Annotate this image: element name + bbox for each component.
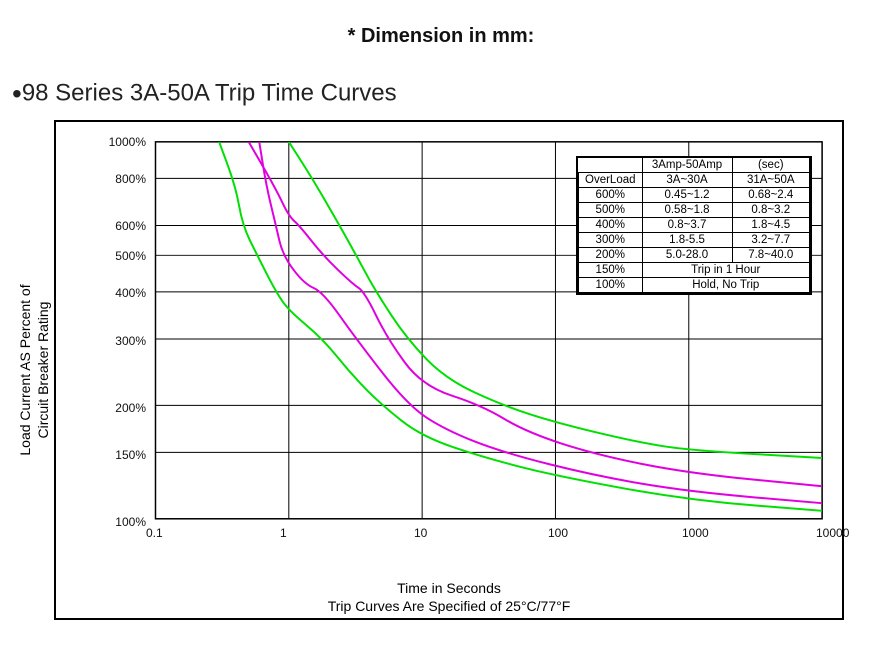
chart-footnote: Trip Curves Are Specified of 25°C/77°F <box>56 598 842 614</box>
bullet-icon: • <box>12 78 22 109</box>
legend-cell: 5.0-28.0 <box>642 248 732 263</box>
legend-cell: 3A~30A <box>642 173 732 188</box>
y-tick-label: 300% <box>115 334 146 348</box>
legend-cell: 600% <box>579 188 643 203</box>
y-tick-label: 100% <box>115 515 146 529</box>
legend-cell: 0.58~1.8 <box>642 203 732 218</box>
legend-cell: Hold, No Trip <box>642 278 809 293</box>
legend-table-inner: 3Amp-50Amp(sec) OverLoad3A~30A31A~50A 600%… <box>578 158 810 293</box>
dimension-note: * Dimension in mm: <box>0 25 882 48</box>
legend-cell: 500% <box>579 203 643 218</box>
legend-cell: 0.68~2.4 <box>732 188 809 203</box>
legend-cell: Trip in 1 Hour <box>642 263 809 278</box>
x-tick-label: 10000 <box>816 526 849 540</box>
legend-cell: OverLoad <box>579 173 643 188</box>
y-tick-label: 500% <box>115 249 146 263</box>
legend-cell: 300% <box>579 233 643 248</box>
page-title: •98 Series 3A-50A Trip Time Curves <box>12 78 397 110</box>
legend-cell: 1.8~4.5 <box>732 218 809 233</box>
title-text: 98 Series 3A-50A Trip Time Curves <box>22 79 397 106</box>
x-tick-label: 100 <box>548 526 568 540</box>
legend-cell: 0.8~3.7 <box>642 218 732 233</box>
x-tick-label: 1000 <box>682 526 709 540</box>
legend-cell: 7.8~40.0 <box>732 248 809 263</box>
x-tick-label: 0.1 <box>146 526 163 540</box>
legend-cell: (sec) <box>732 158 809 173</box>
legend-cell: 0.8~3.2 <box>732 203 809 218</box>
legend-cell: 3.2~7.7 <box>732 233 809 248</box>
y-tick-label: 150% <box>115 448 146 462</box>
x-tick-label: 10 <box>414 526 427 540</box>
legend-cell: 1.8-5.5 <box>642 233 732 248</box>
legend-cell: 150% <box>579 263 643 278</box>
y-tick-label: 400% <box>115 286 146 300</box>
legend-table: 3Amp-50Amp(sec) OverLoad3A~30A31A~50A 600%… <box>576 156 812 295</box>
x-tick-label: 1 <box>280 526 287 540</box>
legend-cell: 100% <box>579 278 643 293</box>
y-axis-label: Load Current AS Percent of Circuit Break… <box>16 284 52 455</box>
y-tick-label: 1000% <box>109 135 146 149</box>
chart-container: Load Current AS Percent of Circuit Break… <box>54 120 844 620</box>
x-axis-label: Time in Seconds <box>56 580 842 596</box>
y-tick-label: 600% <box>115 219 146 233</box>
y-axis-label-line1: Load Current AS Percent of <box>17 284 33 455</box>
legend-cell: 200% <box>579 248 643 263</box>
legend-cell: 0.45~1.2 <box>642 188 732 203</box>
y-tick-label: 200% <box>115 401 146 415</box>
legend-cell: 3Amp-50Amp <box>642 158 732 173</box>
y-axis-label-line2: Circuit Breaker Rating <box>35 302 51 439</box>
legend-cell: 400% <box>579 218 643 233</box>
legend-cell <box>579 158 643 173</box>
y-tick-label: 800% <box>115 172 146 186</box>
legend-cell: 31A~50A <box>732 173 809 188</box>
